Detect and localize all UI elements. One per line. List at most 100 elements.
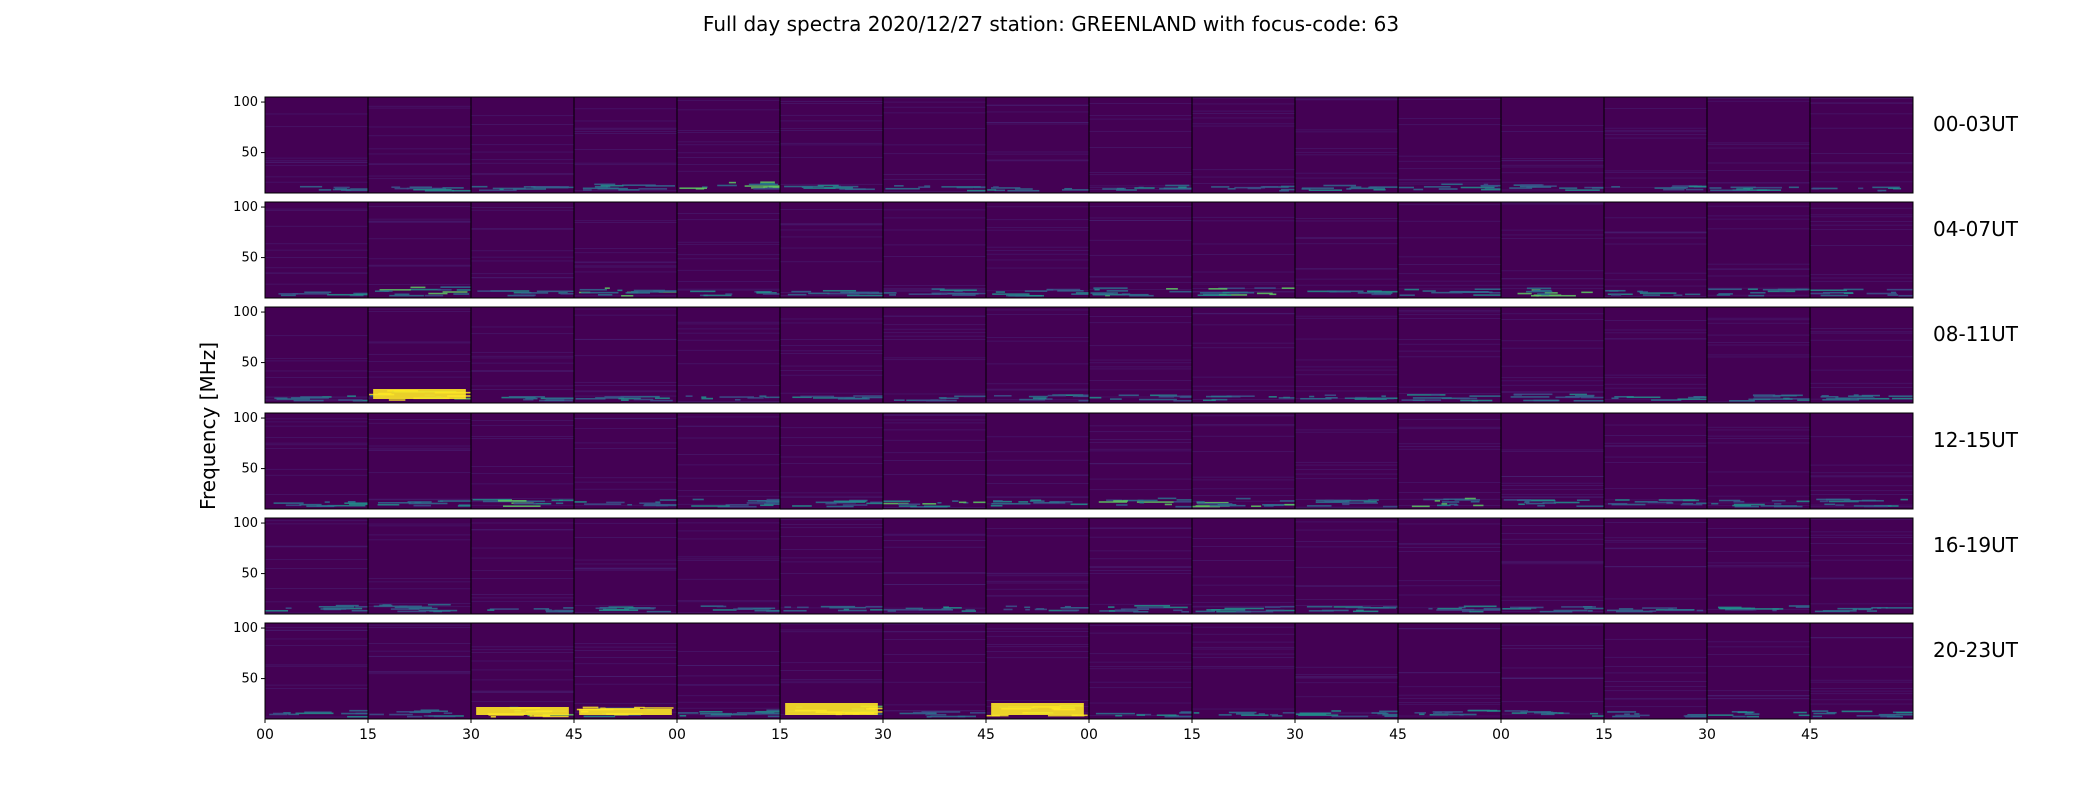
y-tick-label: 100 xyxy=(233,411,258,426)
noise-streak xyxy=(368,220,471,222)
activity-streak xyxy=(1160,395,1192,398)
noise-streak xyxy=(1810,534,1913,536)
noise-streak xyxy=(1192,113,1295,114)
activity-streak xyxy=(622,184,656,186)
spectra-panel xyxy=(1294,622,1399,720)
noise-streak xyxy=(1604,171,1707,173)
panel-background xyxy=(471,307,574,403)
activity-streak xyxy=(1120,608,1150,610)
activity-streak xyxy=(957,715,976,718)
noise-streak xyxy=(1089,103,1192,104)
noise-streak xyxy=(1295,529,1398,531)
activity-streak xyxy=(822,289,857,292)
noise-streak xyxy=(471,277,574,279)
activity-streak xyxy=(490,715,496,718)
noise-streak xyxy=(1501,124,1604,126)
activity-streak xyxy=(1138,186,1144,189)
noise-streak xyxy=(574,252,677,254)
spectra-panel xyxy=(1603,622,1708,720)
panel-background xyxy=(1192,202,1295,298)
activity-streak xyxy=(1745,712,1752,715)
noise-streak xyxy=(1398,686,1501,688)
row-label: 16-19UT xyxy=(1933,533,2019,557)
activity-streak xyxy=(1345,499,1371,502)
noise-streak xyxy=(368,238,471,240)
panel-background xyxy=(368,413,471,509)
activity-streak xyxy=(1642,607,1678,609)
noise-streak xyxy=(1089,254,1192,256)
activity-streak xyxy=(409,288,441,291)
activity-streak xyxy=(1412,397,1452,399)
noise-streak xyxy=(1707,485,1810,487)
activity-streak xyxy=(1442,501,1460,503)
activity-streak xyxy=(1463,605,1497,608)
noise-streak xyxy=(265,568,368,569)
noise-streak xyxy=(574,428,677,430)
activity-streak xyxy=(993,395,1012,397)
noise-streak xyxy=(986,497,1089,499)
spectra-panel xyxy=(470,412,575,510)
activity-streak xyxy=(1481,185,1498,187)
noise-streak xyxy=(1089,217,1192,219)
noise-streak xyxy=(883,414,986,416)
noise-streak xyxy=(265,257,368,258)
noise-streak xyxy=(1501,384,1604,386)
noise-streak xyxy=(471,669,574,671)
activity-streak xyxy=(1139,501,1145,504)
noise-streak xyxy=(677,495,780,497)
noise-streak xyxy=(368,534,471,536)
activity-streak xyxy=(489,608,519,610)
activity-streak xyxy=(1542,502,1557,504)
noise-streak xyxy=(883,414,986,416)
panel-frame xyxy=(1809,412,1914,510)
panel-background xyxy=(1295,518,1398,614)
activity-streak xyxy=(679,715,687,717)
activity-streak xyxy=(918,186,931,188)
spectra-panel xyxy=(367,96,472,194)
noise-streak xyxy=(986,700,1089,701)
activity-streak xyxy=(766,498,780,501)
noise-streak xyxy=(883,704,986,706)
noise-streak xyxy=(471,691,574,693)
noise-streak xyxy=(265,164,368,166)
noise-streak xyxy=(1192,342,1295,344)
activity-streak xyxy=(918,609,953,611)
activity-streak xyxy=(792,505,812,507)
activity-streak xyxy=(1555,396,1580,399)
noise-streak xyxy=(1501,347,1604,349)
activity-streak xyxy=(1115,714,1123,717)
noise-streak xyxy=(986,535,1089,537)
activity-streak xyxy=(1072,395,1089,398)
panel-background xyxy=(368,307,471,403)
panel-background xyxy=(986,518,1089,614)
noise-streak xyxy=(677,144,780,146)
activity-streak xyxy=(1708,288,1742,291)
noise-streak xyxy=(1398,237,1501,239)
noise-streak xyxy=(1707,566,1810,568)
activity-streak xyxy=(1064,187,1073,190)
noise-streak xyxy=(1192,283,1295,285)
noise-streak xyxy=(1810,490,1913,492)
noise-streak xyxy=(574,642,677,644)
spectra-panel xyxy=(1191,412,1296,510)
noise-streak xyxy=(1501,496,1604,498)
noise-streak xyxy=(780,561,883,563)
noise-streak xyxy=(368,498,471,500)
activity-streak xyxy=(1517,499,1555,501)
noise-streak xyxy=(1398,220,1501,222)
noise-streak xyxy=(471,357,574,359)
activity-streak xyxy=(767,715,780,718)
noise-streak xyxy=(1810,245,1913,246)
noise-streak xyxy=(265,468,368,470)
activity-streak xyxy=(1711,502,1719,505)
activity-streak xyxy=(355,293,368,296)
activity-streak xyxy=(283,712,291,714)
spectra-panel xyxy=(264,622,369,720)
activity-streak xyxy=(1866,610,1878,612)
activity-streak xyxy=(930,715,966,718)
activity-streak xyxy=(760,504,774,507)
noise-streak xyxy=(883,681,986,683)
activity-streak xyxy=(1666,499,1695,502)
activity-streak xyxy=(379,289,411,291)
noise-streak xyxy=(677,363,780,365)
